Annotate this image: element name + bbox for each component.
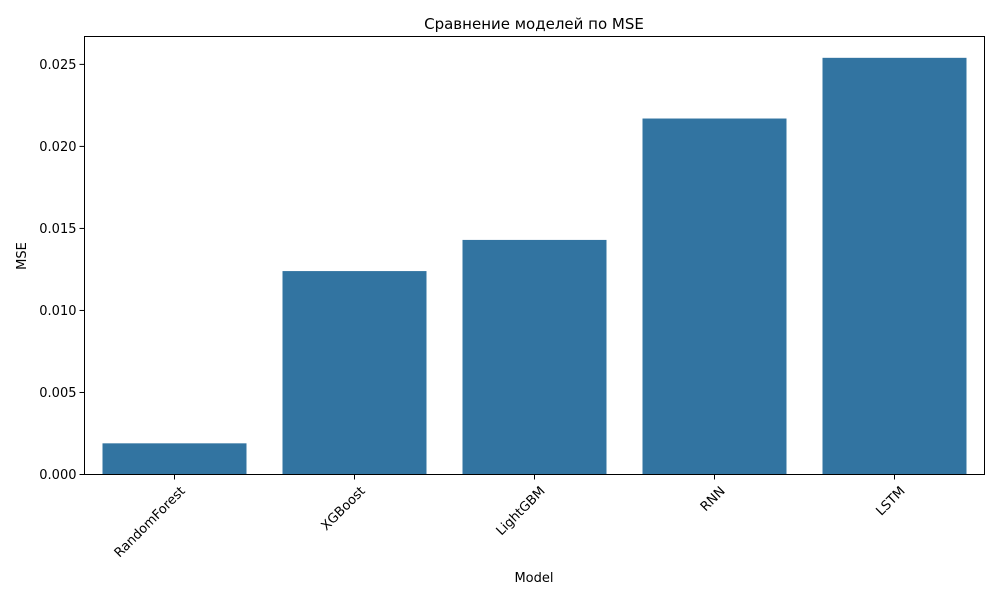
x-tick-label: XGBoost bbox=[319, 484, 369, 534]
bar-lightgbm bbox=[462, 239, 607, 475]
y-tick-label: 0.005 bbox=[39, 386, 76, 401]
bar-xgboost bbox=[282, 271, 427, 475]
y-axis-ticks: 0.000 0.005 0.010 0.015 0.020 0.025 bbox=[39, 58, 85, 483]
x-axis-ticks: RandomForest XGBoost LightGBM RNN LSTM bbox=[112, 474, 909, 561]
y-tick-label: 0.020 bbox=[39, 140, 76, 155]
axes-frame bbox=[84, 36, 985, 475]
x-tick-label: LightGBM bbox=[494, 484, 549, 539]
bars-group bbox=[102, 57, 967, 475]
bar-randomforest bbox=[102, 443, 247, 475]
x-tick-label: RandomForest bbox=[112, 484, 189, 561]
y-axis-label: MSE bbox=[15, 242, 30, 270]
y-tick-label: 0.015 bbox=[39, 222, 76, 237]
bar-rnn bbox=[642, 118, 787, 475]
x-axis-label: Model bbox=[514, 571, 553, 586]
y-tick-label: 0.000 bbox=[39, 468, 76, 483]
bar-lstm bbox=[822, 57, 967, 475]
x-tick-label: LSTM bbox=[873, 484, 908, 519]
y-tick-label: 0.010 bbox=[39, 304, 76, 319]
y-tick-label: 0.025 bbox=[39, 58, 76, 73]
x-tick-label: RNN bbox=[698, 484, 729, 515]
chart-title: Сравнение моделей по MSE bbox=[424, 15, 644, 33]
